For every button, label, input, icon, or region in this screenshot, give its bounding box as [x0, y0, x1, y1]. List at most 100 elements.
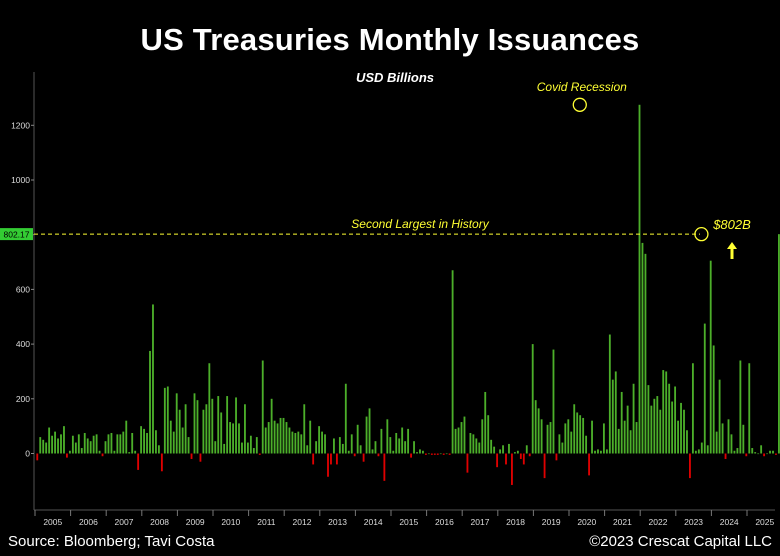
- bar: [519, 453, 522, 459]
- bar: [460, 422, 463, 454]
- bar: [238, 423, 240, 454]
- bar: [623, 420, 626, 454]
- bar: [113, 450, 116, 454]
- bar: [775, 453, 777, 455]
- bar: [573, 404, 576, 454]
- bar: [715, 431, 718, 454]
- bar: [588, 453, 590, 476]
- bar: [629, 430, 632, 454]
- bar: [448, 453, 451, 455]
- bar: [279, 417, 282, 454]
- bar: [611, 379, 614, 454]
- bar: [327, 453, 329, 477]
- bar: [763, 453, 766, 457]
- bar: [754, 452, 757, 454]
- bar: [543, 453, 546, 479]
- bar: [143, 428, 145, 454]
- x-tick-label: 2019: [542, 517, 561, 527]
- bar: [778, 234, 780, 454]
- x-axis: 2005 2006 2007 2008 2009 2010 2011 2012 2013 2014…: [34, 509, 775, 527]
- bar: [600, 450, 602, 454]
- bar: [549, 422, 552, 454]
- reference-line-label: Second Largest in History: [351, 217, 489, 231]
- bar: [689, 453, 691, 479]
- bar: [398, 438, 401, 454]
- bar: [347, 450, 350, 454]
- bar: [208, 363, 211, 454]
- bar: [92, 435, 95, 454]
- bar: [585, 435, 588, 454]
- bar: [697, 449, 700, 454]
- bar: [442, 453, 445, 455]
- bar: [190, 453, 193, 459]
- annotations: Covid Recession $802B: [537, 80, 751, 259]
- bar: [297, 431, 300, 454]
- x-tick-label: 2014: [364, 517, 383, 527]
- x-tick-label: 2010: [221, 517, 240, 527]
- bar: [241, 442, 243, 454]
- bar: [712, 345, 715, 454]
- bar: [77, 434, 80, 454]
- bar: [54, 431, 56, 454]
- bar: [267, 422, 270, 454]
- bar: [137, 453, 140, 470]
- chart-title: US Treasuries Monthly Issuances: [140, 22, 640, 57]
- bar: [45, 442, 48, 454]
- bar: [89, 441, 92, 454]
- bar: [772, 450, 774, 454]
- bar: [392, 450, 395, 454]
- bar: [736, 448, 739, 454]
- bar: [172, 431, 175, 454]
- bar: [107, 434, 110, 454]
- bar: [525, 445, 528, 454]
- bar: [395, 432, 398, 454]
- bar: [445, 453, 448, 455]
- bar: [116, 434, 119, 454]
- bar: [528, 453, 531, 457]
- bar: [605, 449, 608, 454]
- x-tick-label: 2020: [577, 517, 596, 527]
- latest-value-label: $802B: [712, 217, 751, 232]
- bar: [273, 420, 276, 454]
- bar: [71, 435, 74, 454]
- bar: [401, 427, 404, 454]
- x-tick-label: 2008: [150, 517, 169, 527]
- bar: [591, 420, 593, 454]
- bar: [662, 370, 665, 454]
- bar: [534, 400, 537, 454]
- bar: [160, 453, 163, 472]
- bar: [706, 445, 709, 454]
- bar: [300, 434, 303, 454]
- bar: [309, 420, 312, 454]
- bar: [155, 430, 157, 454]
- bar: [751, 448, 754, 454]
- bar: [202, 409, 205, 454]
- bar: [709, 260, 712, 454]
- x-tick-label: 2009: [186, 517, 205, 527]
- bar: [508, 443, 510, 454]
- y-tick-label: 600: [16, 284, 30, 294]
- bar: [57, 438, 59, 454]
- bar: [466, 453, 469, 473]
- bar: [341, 443, 344, 454]
- bar: [748, 363, 751, 454]
- bar: [223, 443, 226, 454]
- bar: [686, 430, 688, 454]
- bar: [175, 393, 178, 454]
- bar: [330, 453, 332, 465]
- bar: [365, 416, 368, 454]
- bar: [315, 441, 318, 454]
- bar: [647, 385, 650, 454]
- bar: [39, 437, 42, 454]
- bar: [134, 450, 137, 454]
- bar: [594, 450, 596, 454]
- bar: [484, 391, 487, 454]
- bar: [703, 323, 706, 454]
- bar: [626, 405, 629, 454]
- bar: [74, 442, 77, 454]
- bar: [163, 387, 166, 454]
- bar: [745, 453, 748, 457]
- bar: [582, 417, 585, 454]
- bar: [324, 434, 326, 454]
